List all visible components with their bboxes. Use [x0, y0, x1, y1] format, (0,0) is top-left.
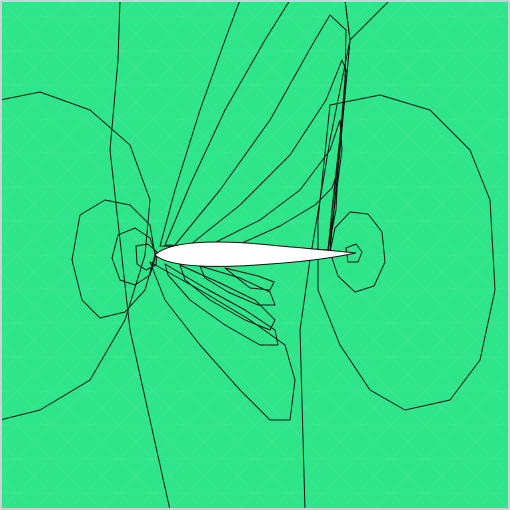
airfoil-shape [154, 241, 357, 267]
